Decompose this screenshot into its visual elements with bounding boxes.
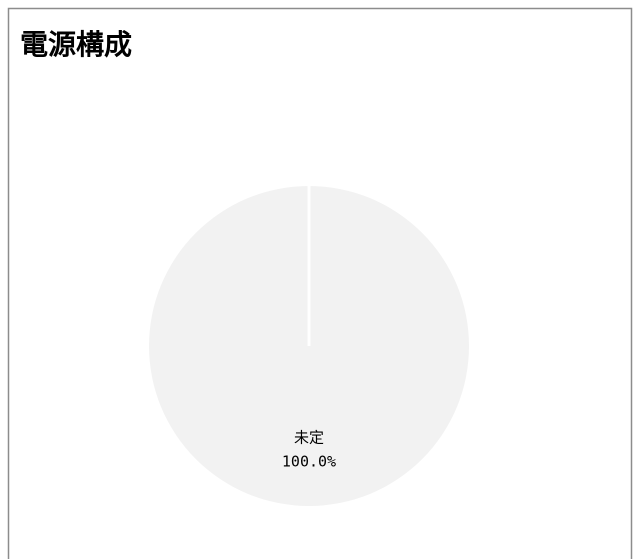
slice-value-label: 100.0% bbox=[282, 453, 336, 471]
chart-title: 電源構成 bbox=[20, 28, 132, 61]
slice-label: 未定 bbox=[294, 429, 324, 447]
